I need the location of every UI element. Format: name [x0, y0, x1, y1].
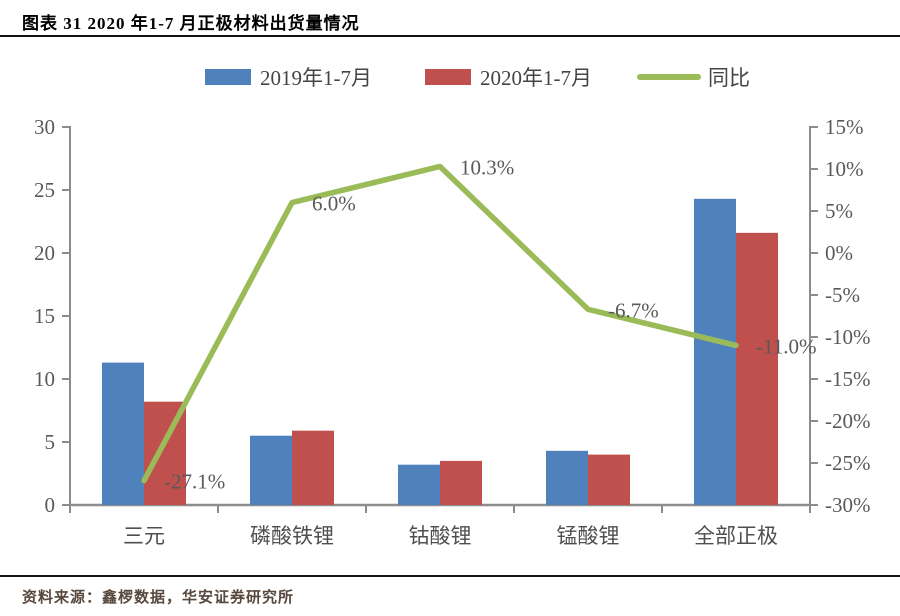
left-axis-tick-label: 30: [34, 115, 55, 139]
chart-area: 0 5 10 15 20 25 30 15% 10% 5% 0% -5% -10% -15% -20% -25…: [0, 37, 900, 575]
right-axis-tick-label: 0%: [825, 241, 853, 265]
bar-2019年1-7月-锰酸锂: [546, 450, 588, 505]
right-axis-tick-label: -20%: [825, 409, 871, 433]
left-axis-tick-label: 0: [45, 493, 56, 517]
bar-2020年1-7月-锰酸锂: [588, 454, 630, 505]
bar-2019年1-7月-三元: [102, 362, 144, 505]
yoy-data-label: 10.3%: [460, 155, 514, 179]
left-axis-tick-label: 25: [34, 178, 55, 202]
right-axis-tick-label: -15%: [825, 367, 871, 391]
right-axis-tick-label: 15%: [825, 115, 864, 139]
legend-label-2019: 2019年1-7月: [260, 66, 372, 90]
bar-2019年1-7月-磷酸铁锂: [250, 435, 292, 505]
x-axis-category-label: 钴酸锂: [409, 524, 472, 548]
x-axis-category-label: 锰酸锂: [557, 524, 620, 548]
yoy-data-label: 6.0%: [312, 192, 356, 216]
right-axis-tick-label: -10%: [825, 325, 871, 349]
bar-2019年1-7月-全部正极: [694, 198, 736, 505]
bar-2020年1-7月-全部正极: [736, 232, 778, 505]
bar-2020年1-7月-磷酸铁锂: [292, 430, 334, 505]
legend-swatch-2019: [205, 69, 251, 85]
source-note: 资料来源：鑫椤数据，华安证券研究所: [0, 575, 900, 616]
combo-chart: 0 5 10 15 20 25 30 15% 10% 5% 0% -5% -10% -15% -20% -25…: [34, 66, 871, 548]
left-axis-tick-label: 15: [34, 304, 55, 328]
right-axis-tick-label: -5%: [825, 283, 860, 307]
x-axis-category-label: 三元: [123, 524, 165, 548]
yoy-data-label: -6.7%: [608, 298, 659, 322]
right-axis-tick-label: 10%: [825, 157, 864, 181]
yoy-data-label: -27.1%: [164, 470, 225, 494]
left-axis-tick-label: 10: [34, 367, 55, 391]
bar-2020年1-7月-钴酸锂: [440, 460, 482, 505]
right-axis-tick-label: -25%: [825, 451, 871, 475]
legend-label-yoy: 同比: [708, 66, 750, 90]
left-axis-tick-label: 20: [34, 241, 55, 265]
left-axis-tick-label: 5: [45, 430, 56, 454]
yoy-data-label: -11.0%: [756, 334, 816, 358]
right-axis-tick-label: -30%: [825, 493, 871, 517]
yoy-line: [141, 163, 739, 484]
legend-swatch-2020: [425, 69, 471, 85]
x-axis-category-label: 全部正极: [694, 524, 778, 548]
figure-title: 图表 31 2020 年1-7 月正极材料出货量情况: [0, 0, 900, 37]
right-axis-tick-label: 5%: [825, 199, 853, 223]
x-axis-category-label: 磷酸铁锂: [250, 524, 334, 548]
legend-label-2020: 2020年1-7月: [480, 66, 592, 90]
bar-2019年1-7月-钴酸锂: [398, 464, 440, 505]
